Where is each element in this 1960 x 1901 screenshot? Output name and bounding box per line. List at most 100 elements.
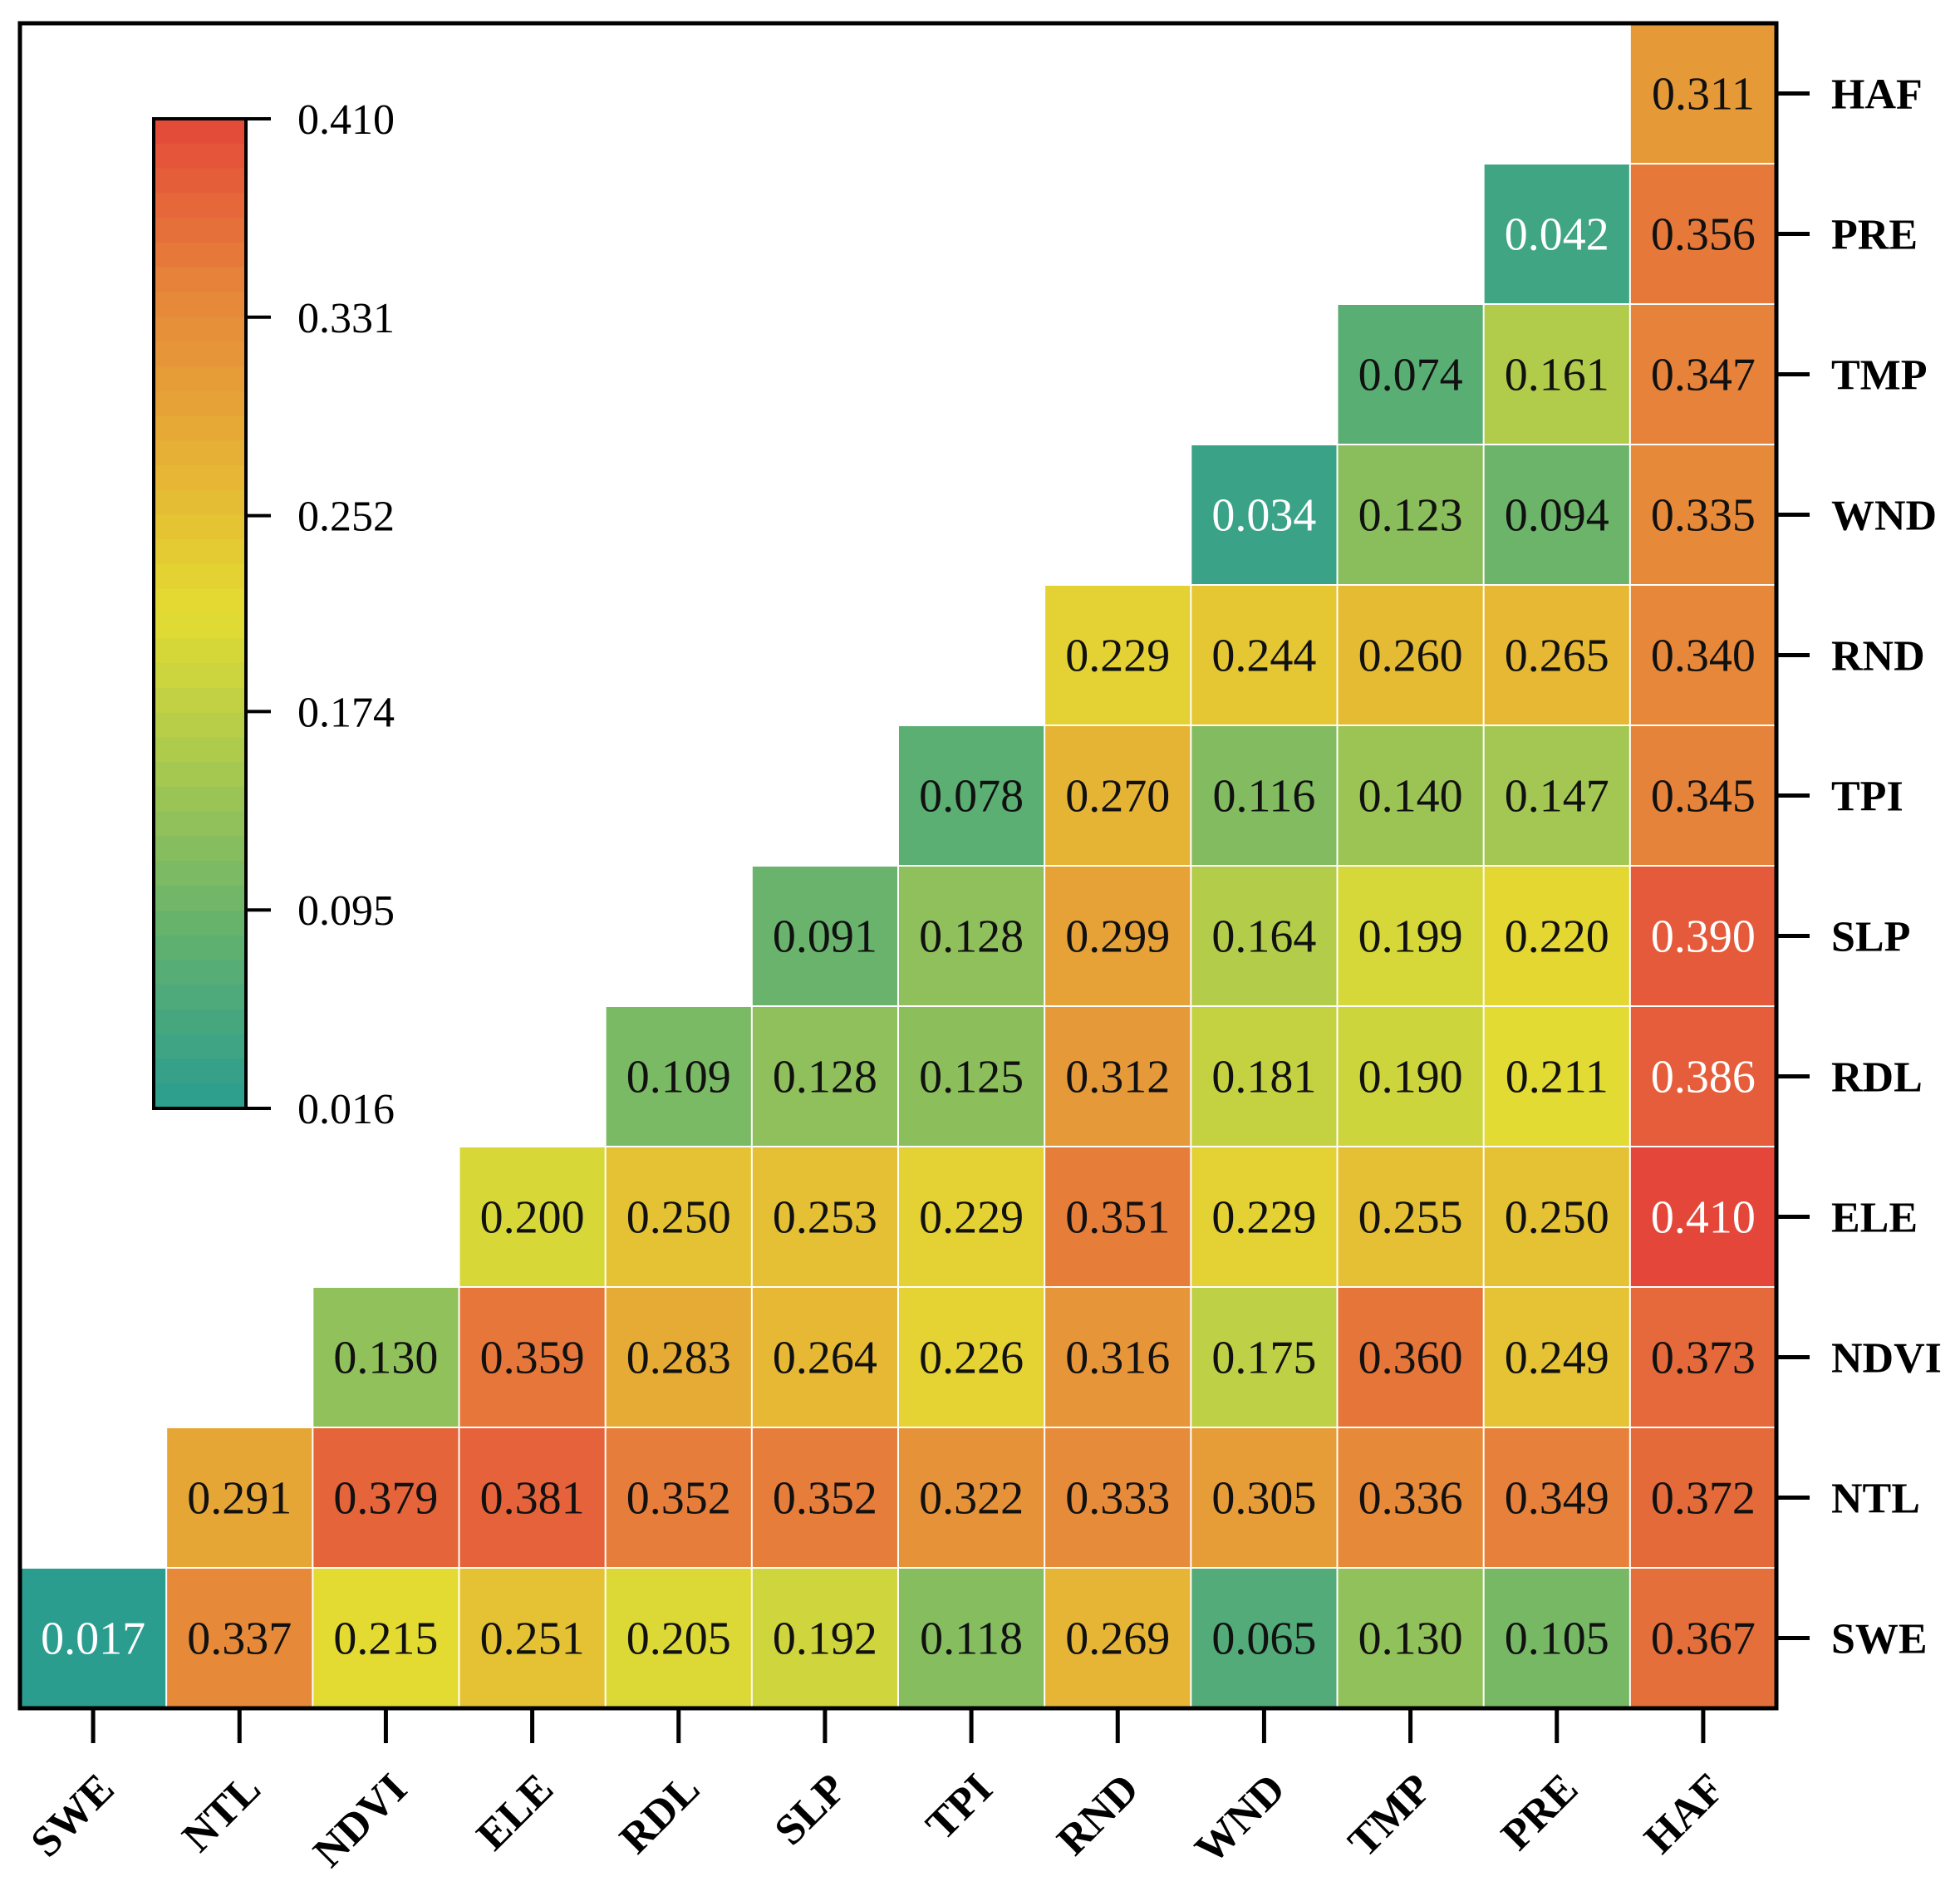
heatmap-cell [1630,1147,1776,1286]
cell-value-label: 0.360 [1358,1333,1463,1384]
cell-value-label: 0.340 [1651,631,1756,682]
colorbar-segment [154,242,246,268]
cell-value-label: 0.192 [773,1614,877,1665]
x-tick-label: TPI [917,1765,1002,1849]
heatmap-cell [899,1428,1044,1567]
cell-value-label: 0.255 [1358,1192,1463,1244]
heatmap-cell [1630,305,1776,444]
cell-value-label: 0.181 [1211,1052,1316,1103]
cell-value-label: 0.312 [1065,1052,1170,1103]
cell-value-label: 0.356 [1651,209,1756,261]
colorbar-segment [154,267,246,293]
cell-value-label: 0.372 [1651,1473,1756,1525]
heatmap-cell [1191,1147,1337,1286]
heatmap-cell [1484,726,1629,865]
heatmap-cell [1191,1569,1337,1707]
cell-value-label: 0.211 [1506,1052,1609,1103]
heatmap-cell [1045,1428,1191,1567]
heatmap-cell [1630,24,1776,163]
y-tick-label: WND [1831,493,1937,540]
y-tick-label: TMP [1831,352,1928,400]
heatmap-cell [21,1569,166,1707]
heatmap-cell [1484,1428,1629,1567]
colorbar-segment [154,317,246,342]
colorbar-segment [154,638,246,664]
heatmap-cell [752,1147,897,1286]
colorbar-segment [154,415,246,441]
y-tick-label: SWE [1831,1616,1928,1663]
colorbar-segment [154,861,246,887]
heatmap-cell [1630,1569,1776,1707]
heatmap-cell [1338,1569,1483,1707]
heatmap-cell [1191,1288,1337,1427]
heatmap-cell [1338,1007,1483,1146]
heatmap-cell [1338,1288,1483,1427]
colorbar-segment [154,193,246,219]
colorbar-segment [154,762,246,788]
heatmap-cell [1191,445,1337,584]
cell-value-label: 0.264 [773,1333,877,1384]
colorbar-segment [154,514,246,540]
cell-value-label: 0.078 [919,771,1024,823]
cell-value-label: 0.017 [41,1614,145,1665]
colorbar-segment [154,440,246,466]
cell-value-label: 0.269 [1065,1614,1170,1665]
colorbar-segment [154,811,246,838]
cells-layer: 0.311 0.042 0.356 0.074 0.161 0.347 0.034 0.123… [21,24,1776,1707]
cell-value-label: 0.199 [1358,911,1463,963]
heatmap-cell [1630,445,1776,584]
colorbar-segment [154,119,246,145]
cell-value-label: 0.367 [1651,1614,1756,1665]
heatmap-cell [1338,1147,1483,1286]
cell-value-label: 0.347 [1651,350,1756,401]
colorbar-tick-label: 0.095 [297,887,395,935]
heatmap-cell [752,1569,897,1707]
y-tick-label: HAF [1831,71,1923,119]
heatmap-cell [1191,867,1337,1005]
cell-value-label: 0.130 [333,1333,438,1384]
heatmap-cell [1045,867,1191,1005]
colorbar-segment [154,1059,246,1084]
heatmap-cell [1484,165,1629,303]
cell-value-label: 0.130 [1358,1614,1463,1665]
colorbar-tick-label: 0.174 [297,689,395,736]
cell-value-label: 0.386 [1651,1052,1756,1103]
heatmap-cell [1484,867,1629,1005]
heatmap-cell [1191,726,1337,865]
colorbar: 0.410 0.331 0.252 0.174 0.095 0.016 [152,96,395,1133]
cell-value-label: 0.123 [1358,490,1463,542]
heatmap-cell [1338,305,1483,444]
heatmap-cell [1338,445,1483,584]
x-tick-label: TMP [1339,1765,1441,1866]
x-tick-label: NDVI [305,1765,416,1876]
x-tick-label: RND [1049,1765,1148,1864]
x-tick-label: SWE [22,1765,124,1866]
colorbar-tick-label: 0.331 [297,295,395,342]
x-tick-label: PRE [1492,1765,1587,1859]
colorbar-segment [154,985,246,1010]
y-axis: HAF PRE TMP WND RND TPI SLP RDL ELE NDVI NTL SWE [1776,71,1942,1663]
heatmap-cell [1484,1569,1629,1707]
colorbar-tick-label: 0.016 [297,1086,395,1133]
cell-value-label: 0.359 [480,1333,585,1384]
cell-value-label: 0.253 [773,1192,877,1244]
heatmap-cell [1338,867,1483,1005]
cell-value-label: 0.074 [1358,350,1463,401]
heatmap-cell [899,1569,1044,1707]
colorbar-segment [154,143,246,169]
y-tick-label: ELE [1831,1195,1918,1242]
cell-value-label: 0.109 [626,1052,731,1103]
cell-value-label: 0.283 [626,1333,731,1384]
cell-value-label: 0.118 [920,1614,1023,1665]
heatmap-cell [1191,586,1337,725]
heatmap-cell [1484,305,1629,444]
cell-value-label: 0.349 [1505,1473,1609,1525]
cell-value-label: 0.270 [1065,771,1170,823]
cell-value-label: 0.335 [1651,490,1756,542]
colorbar-segment [154,1009,246,1035]
y-tick-label: TPI [1831,774,1904,821]
heatmap-cell [313,1569,459,1707]
cell-value-label: 0.215 [333,1614,438,1665]
heatmap-cell [1630,1428,1776,1567]
cell-value-label: 0.352 [773,1473,877,1525]
